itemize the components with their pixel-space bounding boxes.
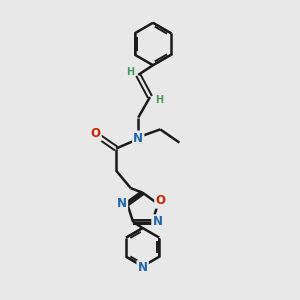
Text: N: N [133,132,143,145]
Text: H: H [126,67,134,77]
Text: N: N [117,197,127,210]
Text: O: O [155,194,165,207]
Text: H: H [155,95,163,105]
Text: N: N [138,261,148,274]
Text: O: O [91,127,100,140]
Text: N: N [152,215,163,229]
